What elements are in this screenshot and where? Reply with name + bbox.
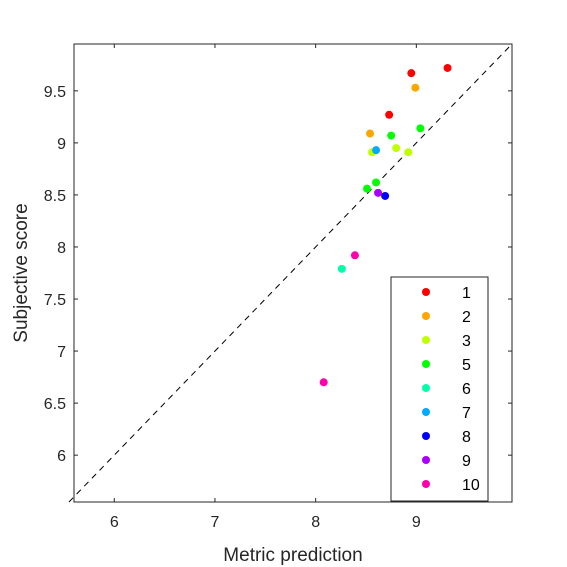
data-point-series-1 [385, 110, 394, 119]
legend-label: 2 [462, 309, 471, 326]
y-tick-label: 6 [57, 448, 66, 465]
legend-label: 5 [462, 357, 471, 374]
y-tick-label: 8.5 [44, 188, 66, 205]
data-point-series-5 [387, 131, 396, 140]
data-point-series-10 [350, 251, 359, 260]
data-point-series-3 [404, 148, 413, 157]
legend-box [390, 276, 489, 502]
legend-marker [422, 480, 430, 488]
legend-label: 8 [462, 429, 471, 446]
legend-marker [422, 288, 430, 296]
data-point-series-10 [319, 378, 328, 387]
data-point-series-9 [374, 188, 383, 197]
legend: 1 2 3 5 6 7 8 9 10 [390, 276, 489, 502]
data-point-series-3 [392, 144, 401, 153]
legend-label: 9 [462, 453, 471, 470]
data-points-layer [319, 63, 452, 387]
data-point-series-8 [381, 191, 390, 200]
data-point-series-6 [337, 264, 346, 273]
x-axis-label: Metric prediction [223, 545, 362, 566]
legend-marker [422, 408, 430, 416]
data-point-series-7 [372, 146, 381, 155]
legend-label: 1 [462, 285, 471, 302]
data-point-series-2 [411, 83, 420, 92]
data-point-series-1 [443, 63, 452, 72]
legend-marker [422, 336, 430, 344]
legend-label: 3 [462, 333, 471, 350]
plot-frame [73, 43, 513, 503]
data-point-series-5 [416, 124, 425, 133]
reference-line-layer [68, 43, 513, 503]
x-tick-label: 9 [412, 514, 421, 531]
x-tick-label: 7 [211, 514, 220, 531]
y-axis-ticks: 6 6.5 7 7.5 8 8.5 9 9.5 [44, 84, 512, 465]
y-tick-label: 9.5 [44, 84, 66, 101]
y-tick-label: 8 [57, 240, 66, 257]
legend-marker [422, 312, 430, 320]
data-point-series-5 [363, 184, 372, 193]
y-tick-label: 9 [57, 136, 66, 153]
legend-marker [422, 384, 430, 392]
y-tick-label: 7.5 [44, 292, 66, 309]
y-axis-label: Subjective score [11, 203, 32, 342]
y-tick-label: 7 [57, 344, 66, 361]
data-point-series-1 [407, 69, 416, 78]
x-tick-label: 6 [110, 514, 119, 531]
x-axis-ticks: 6 7 8 9 [110, 44, 421, 531]
data-point-series-2 [366, 129, 375, 138]
legend-label: 10 [462, 477, 480, 494]
data-point-series-5 [372, 178, 381, 187]
legend-label: 6 [462, 381, 471, 398]
x-tick-label: 8 [311, 514, 320, 531]
legend-label: 7 [462, 405, 471, 422]
reference-diagonal-line [68, 43, 513, 503]
legend-marker [422, 456, 430, 464]
legend-marker [422, 432, 430, 440]
y-tick-label: 6.5 [44, 396, 66, 413]
legend-marker [422, 360, 430, 368]
